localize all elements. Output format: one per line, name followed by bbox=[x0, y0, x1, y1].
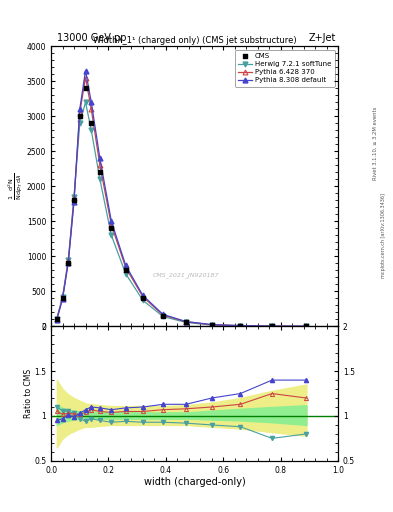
Herwig 7.2.1 softTune bbox=[238, 323, 243, 329]
Herwig 7.2.1 softTune bbox=[72, 194, 76, 200]
Herwig 7.2.1 softTune bbox=[123, 271, 128, 277]
CMS bbox=[65, 259, 72, 267]
Herwig 7.2.1 softTune bbox=[66, 257, 71, 263]
Pythia 6.428 370 bbox=[141, 294, 145, 300]
Herwig 7.2.1 softTune bbox=[77, 120, 82, 126]
Pythia 6.428 370 bbox=[72, 195, 76, 201]
CMS bbox=[123, 266, 129, 274]
Herwig 7.2.1 softTune bbox=[270, 323, 274, 329]
Pythia 6.428 370 bbox=[55, 316, 59, 322]
Text: Z+Jet: Z+Jet bbox=[309, 33, 336, 44]
CMS bbox=[54, 315, 60, 324]
Pythia 6.428 370 bbox=[89, 106, 94, 112]
Pythia 8.308 default bbox=[238, 323, 243, 329]
Line: Pythia 6.428 370: Pythia 6.428 370 bbox=[54, 75, 309, 329]
CMS bbox=[237, 322, 244, 330]
CMS bbox=[71, 196, 77, 204]
CMS bbox=[269, 322, 275, 330]
Pythia 8.308 default bbox=[55, 316, 59, 323]
CMS bbox=[303, 322, 310, 330]
Pythia 8.308 default bbox=[77, 106, 82, 112]
Title: Widthλ_1¹ (charged only) (CMS jet substructure): Widthλ_1¹ (charged only) (CMS jet substr… bbox=[93, 36, 296, 45]
Y-axis label: $\frac{1}{\mathrm{N}}\frac{\mathrm{d}^2\mathrm{N}}{\mathrm{d}p_T\,\mathrm{d}\lam: $\frac{1}{\mathrm{N}}\frac{\mathrm{d}^2\… bbox=[7, 173, 25, 200]
Pythia 8.308 default bbox=[184, 318, 188, 325]
Legend: CMS, Herwig 7.2.1 softTune, Pythia 6.428 370, Pythia 8.308 default: CMS, Herwig 7.2.1 softTune, Pythia 6.428… bbox=[235, 50, 334, 87]
Text: Rivet 3.1.10, ≥ 3.2M events: Rivet 3.1.10, ≥ 3.2M events bbox=[373, 106, 378, 180]
Herwig 7.2.1 softTune bbox=[89, 127, 94, 133]
Text: 13000 GeV pp: 13000 GeV pp bbox=[57, 33, 127, 44]
Pythia 8.308 default bbox=[209, 322, 214, 328]
CMS bbox=[88, 119, 94, 127]
Line: Herwig 7.2.1 softTune: Herwig 7.2.1 softTune bbox=[54, 100, 309, 329]
Pythia 8.308 default bbox=[270, 323, 274, 329]
CMS bbox=[209, 321, 215, 329]
Herwig 7.2.1 softTune bbox=[60, 294, 65, 300]
X-axis label: width (charged-only): width (charged-only) bbox=[144, 477, 245, 487]
Text: CMS_2021_JN920187: CMS_2021_JN920187 bbox=[152, 272, 219, 278]
Pythia 6.428 370 bbox=[60, 294, 65, 301]
Pythia 8.308 default bbox=[89, 99, 94, 105]
Herwig 7.2.1 softTune bbox=[83, 99, 88, 105]
Pythia 6.428 370 bbox=[184, 318, 188, 325]
Pythia 8.308 default bbox=[161, 311, 165, 317]
Pythia 6.428 370 bbox=[304, 323, 309, 329]
Pythia 6.428 370 bbox=[83, 75, 88, 81]
CMS bbox=[83, 84, 89, 92]
Pythia 6.428 370 bbox=[109, 222, 114, 228]
Pythia 6.428 370 bbox=[77, 110, 82, 116]
Herwig 7.2.1 softTune bbox=[141, 297, 145, 304]
CMS bbox=[59, 294, 66, 303]
Herwig 7.2.1 softTune bbox=[161, 313, 165, 319]
Pythia 6.428 370 bbox=[238, 323, 243, 329]
CMS bbox=[97, 168, 103, 176]
Pythia 6.428 370 bbox=[123, 264, 128, 270]
Pythia 8.308 default bbox=[304, 323, 309, 329]
Pythia 6.428 370 bbox=[209, 322, 214, 328]
Y-axis label: Ratio to CMS: Ratio to CMS bbox=[24, 369, 33, 418]
Pythia 8.308 default bbox=[97, 155, 102, 161]
CMS bbox=[77, 112, 83, 120]
CMS bbox=[160, 312, 166, 320]
Line: Pythia 8.308 default: Pythia 8.308 default bbox=[54, 68, 309, 329]
Herwig 7.2.1 softTune bbox=[304, 323, 309, 329]
Herwig 7.2.1 softTune bbox=[209, 322, 214, 328]
Pythia 8.308 default bbox=[83, 68, 88, 74]
Pythia 6.428 370 bbox=[270, 323, 274, 329]
CMS bbox=[108, 224, 114, 232]
Herwig 7.2.1 softTune bbox=[97, 176, 102, 182]
Herwig 7.2.1 softTune bbox=[109, 232, 114, 238]
Pythia 8.308 default bbox=[72, 199, 76, 205]
Pythia 8.308 default bbox=[60, 296, 65, 302]
Text: mcplots.cern.ch [arXiv:1306.3436]: mcplots.cern.ch [arXiv:1306.3436] bbox=[381, 193, 386, 278]
Pythia 8.308 default bbox=[123, 262, 128, 268]
Pythia 6.428 370 bbox=[97, 162, 102, 168]
Herwig 7.2.1 softTune bbox=[184, 319, 188, 326]
Pythia 8.308 default bbox=[141, 292, 145, 298]
Herwig 7.2.1 softTune bbox=[55, 315, 59, 322]
CMS bbox=[140, 294, 146, 303]
CMS bbox=[183, 318, 189, 326]
Pythia 6.428 370 bbox=[161, 312, 165, 318]
Pythia 6.428 370 bbox=[66, 258, 71, 264]
Pythia 8.308 default bbox=[109, 218, 114, 224]
Pythia 8.308 default bbox=[66, 260, 71, 266]
